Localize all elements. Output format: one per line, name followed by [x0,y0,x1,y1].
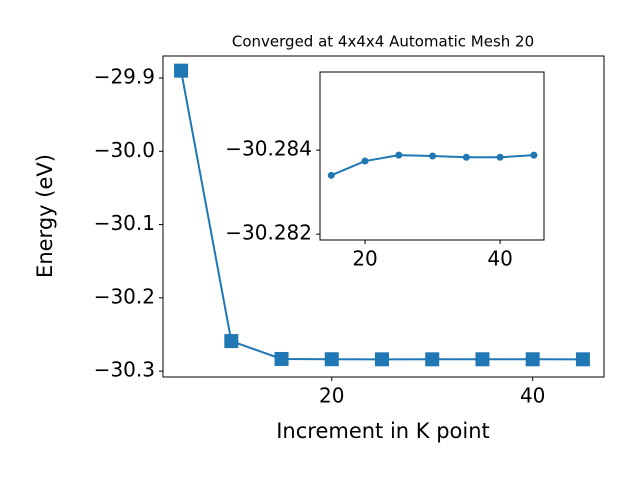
x-tick-label: 20 [319,384,344,408]
marker [274,351,289,366]
marker [395,151,403,159]
marker [575,352,590,367]
y-tick-label: −30.284 [225,137,312,161]
marker [496,153,504,161]
chart-title: Converged at 4x4x4 Automatic Mesh 20 [232,33,534,51]
y-tick-label: −30.2 [94,284,155,308]
marker [174,63,189,78]
marker [462,153,470,161]
marker [425,352,440,367]
y-tick-label: −30.282 [225,221,312,245]
y-tick-label: −30.3 [94,358,155,382]
marker [374,352,389,367]
y-tick-label: −29.9 [94,64,155,88]
y-tick-label: −30.1 [94,211,155,235]
marker [361,157,369,165]
x-tick-label: 40 [520,384,545,408]
x-axis-label: Increment in K point [276,419,490,443]
marker [475,352,490,367]
x-tick-label: 40 [487,247,512,271]
marker [224,334,239,349]
y-axis-label: Energy (eV) [33,154,57,278]
marker [429,152,437,160]
marker [530,151,538,159]
marker [525,352,540,367]
y-tick-label: −30.0 [94,138,155,162]
marker [324,352,339,367]
x-tick-label: 20 [352,247,377,271]
marker [327,171,335,179]
